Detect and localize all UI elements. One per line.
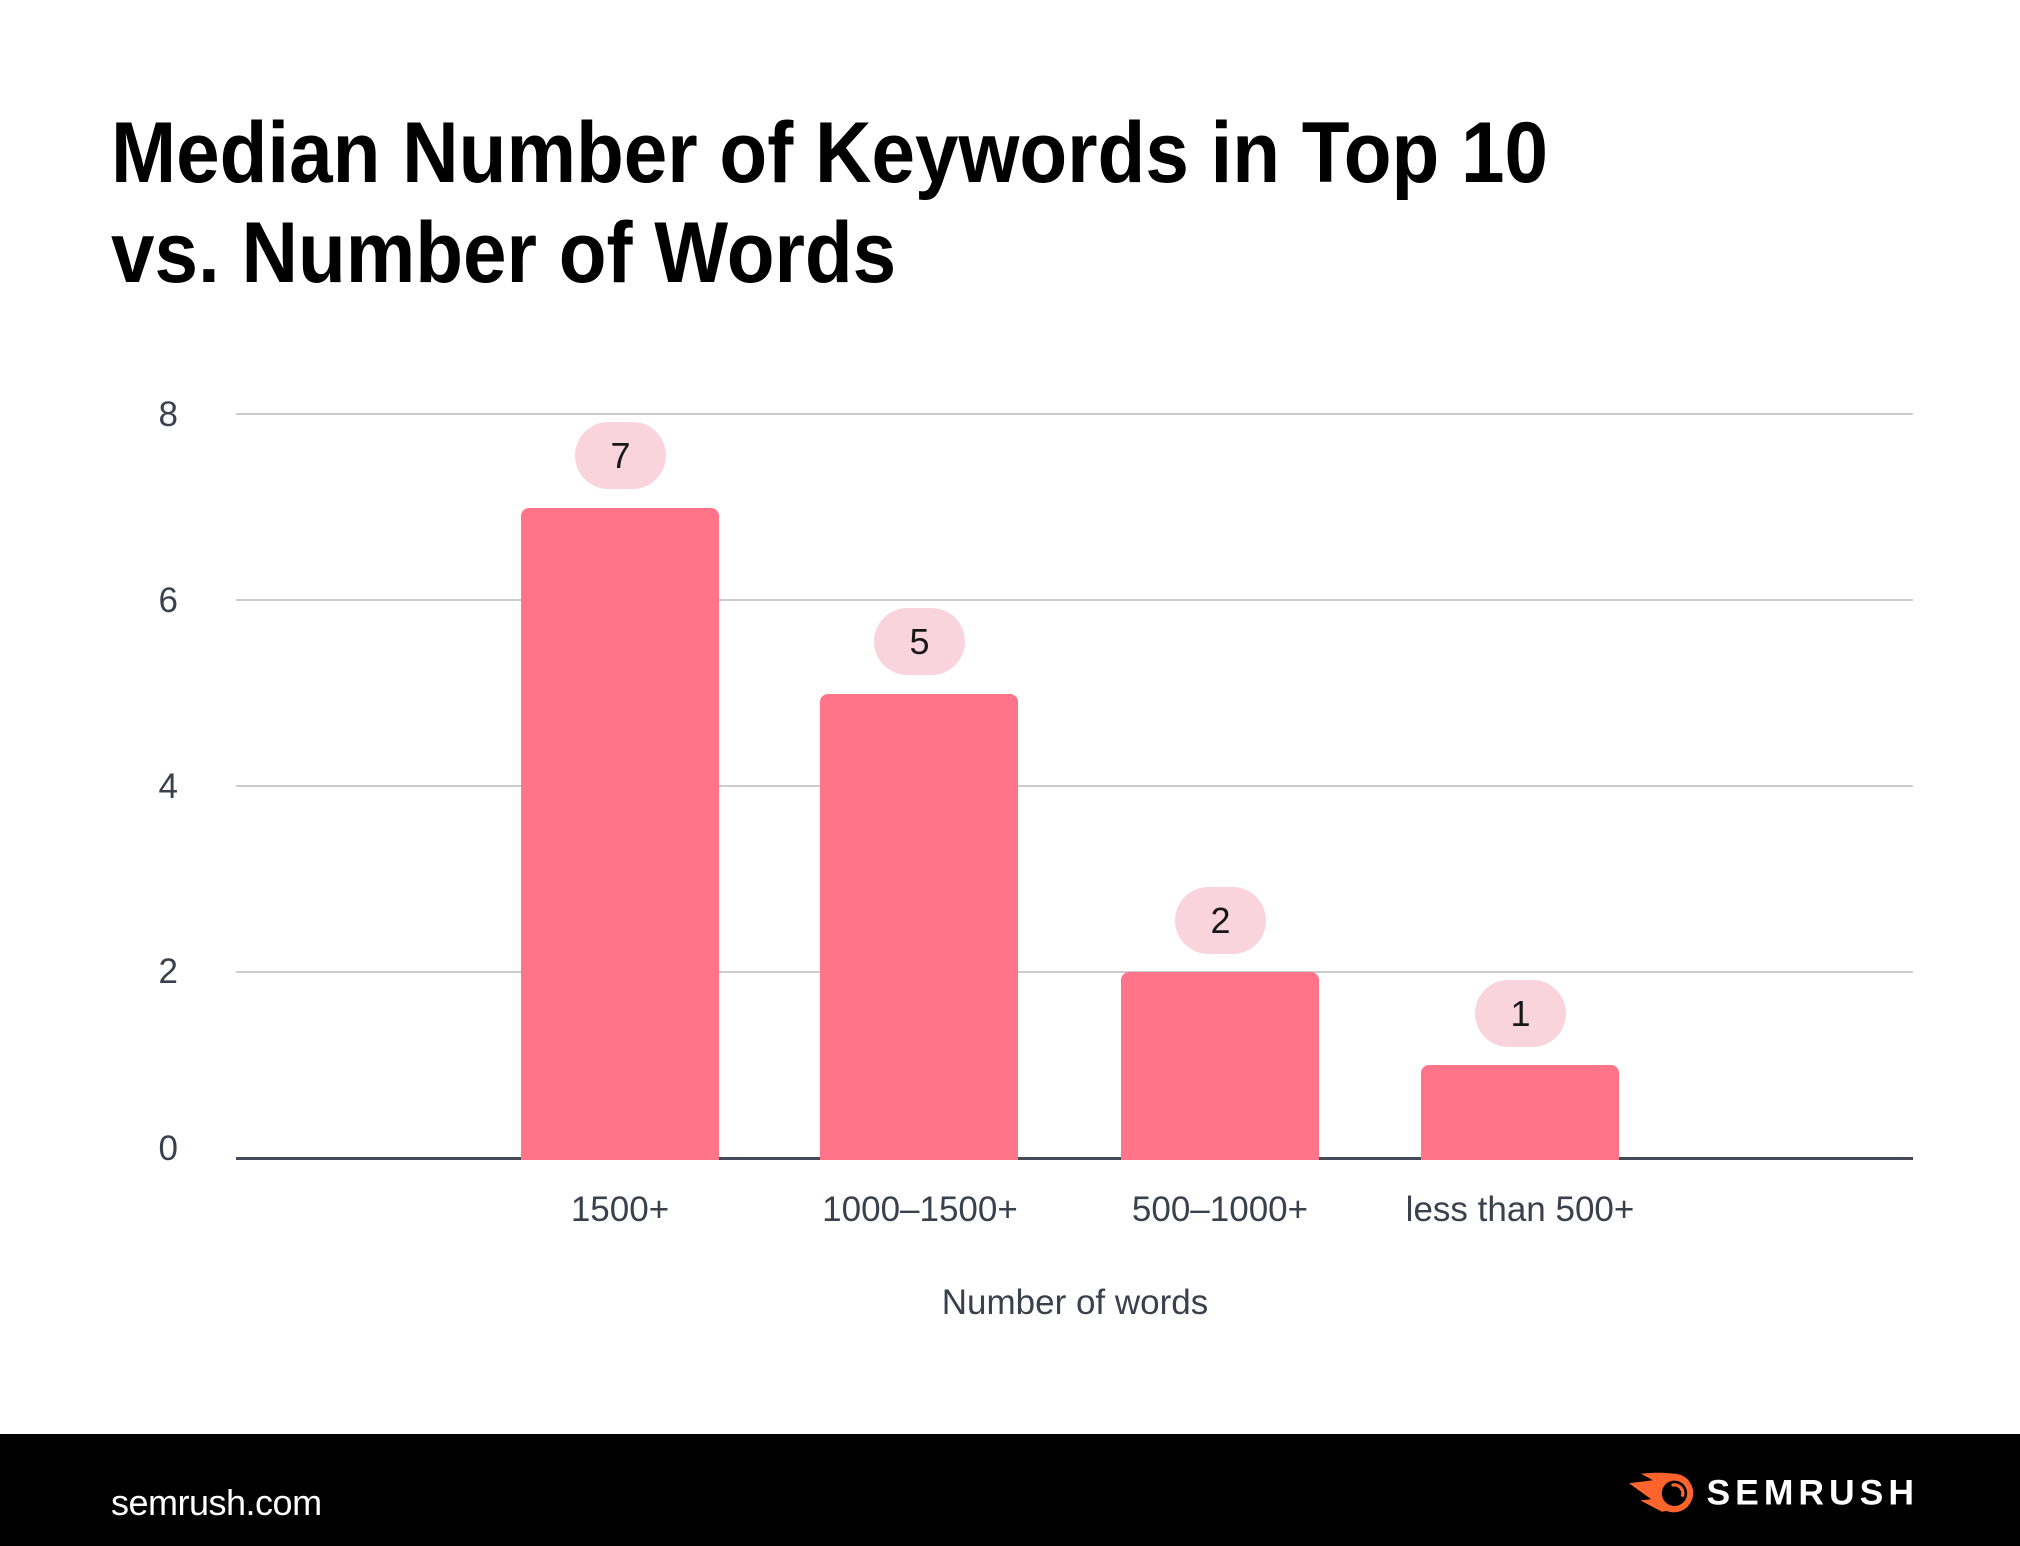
svg-text:SEMRUSH: SEMRUSH: [1706, 1473, 1919, 1513]
